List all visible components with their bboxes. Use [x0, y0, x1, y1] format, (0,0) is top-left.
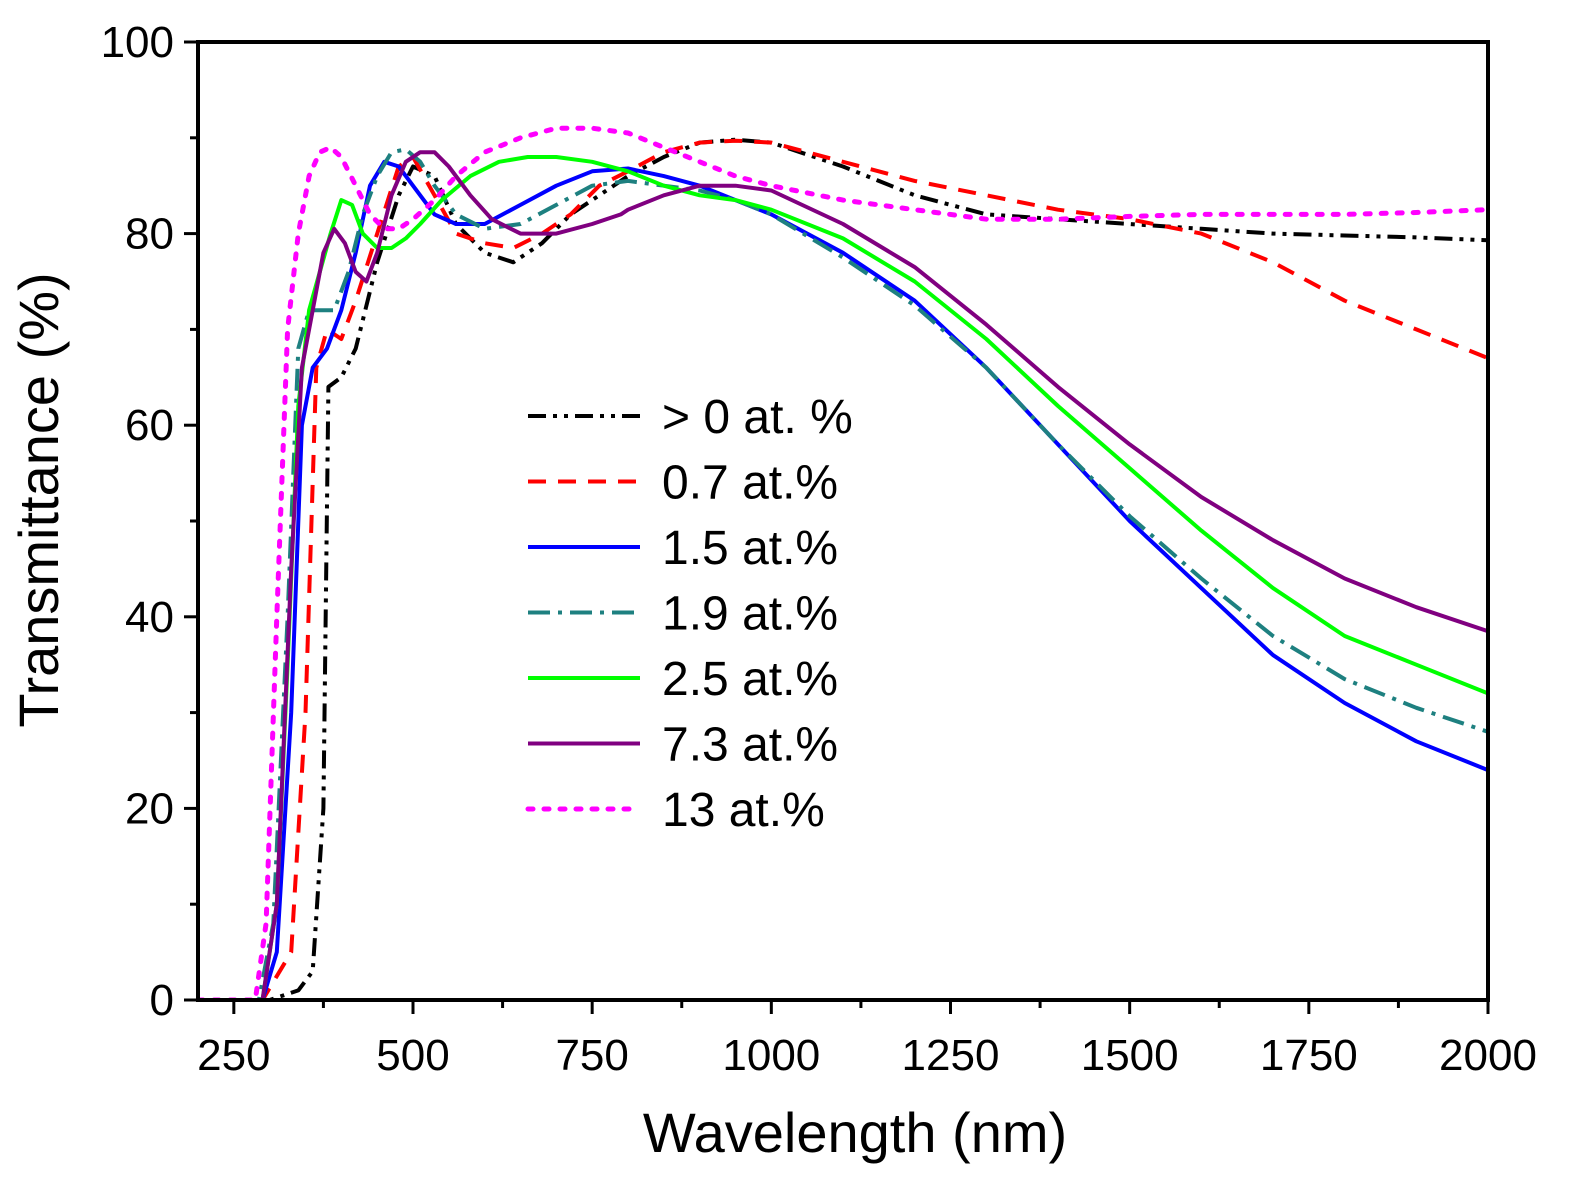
x-tick-label: 2000: [1439, 1031, 1537, 1080]
x-tick-label: 750: [555, 1031, 628, 1080]
y-tick-label: 20: [125, 784, 174, 833]
legend-label-1-9-at: 1.9 at.%: [662, 588, 838, 641]
series-line-1-5-at: [198, 159, 1488, 1000]
legend-label-1-5-at: 1.5 at.%: [662, 522, 838, 575]
y-tick-label: 0: [150, 976, 174, 1025]
tick-layer: 250 500 750 1000 1250 1500 1750 2000 0 20 40 60 80 10…: [101, 18, 1537, 1080]
legend-label-7-3-at: 7.3 at.%: [662, 719, 838, 772]
series-line-7-3-at: [198, 150, 1488, 1000]
series-layer: [198, 125, 1488, 1000]
y-tick-label: 40: [125, 593, 174, 642]
legend-label-2-5-at: 2.5 at.%: [662, 653, 838, 706]
x-tick-label: 500: [376, 1031, 449, 1080]
x-tick-label: 250: [197, 1031, 270, 1080]
x-tick-label: 1250: [902, 1031, 1000, 1080]
y-axis-title: Transmittance (%): [7, 272, 70, 727]
legend-label-13-at: 13 at.%: [662, 784, 825, 837]
y-tick-label: 100: [101, 18, 174, 67]
x-tick-label: 1000: [722, 1031, 820, 1080]
series-line-13-at: [198, 125, 1488, 1000]
plot-frame: [196, 40, 1490, 1002]
legend-label-0-7-at: 0.7 at.%: [662, 457, 838, 510]
x-axis-title: Wavelength (nm): [643, 1101, 1067, 1164]
series-line-2-5-at: [198, 155, 1488, 1000]
legend-label-0-at: > 0 at. %: [662, 391, 853, 444]
y-tick-label: 80: [125, 210, 174, 259]
y-tick-label: 60: [125, 401, 174, 450]
series-line-1-9-at: [198, 147, 1488, 1000]
x-tick-label: 1750: [1260, 1031, 1358, 1080]
series-line-0-7-at: [198, 138, 1488, 1000]
series-line-0-at: [198, 137, 1488, 1000]
legend: > 0 at. % 0.7 at.% 1.5 at.% 1.9 at.% 2.5 at.…: [525, 391, 853, 837]
x-tick-label: 1500: [1081, 1031, 1179, 1080]
